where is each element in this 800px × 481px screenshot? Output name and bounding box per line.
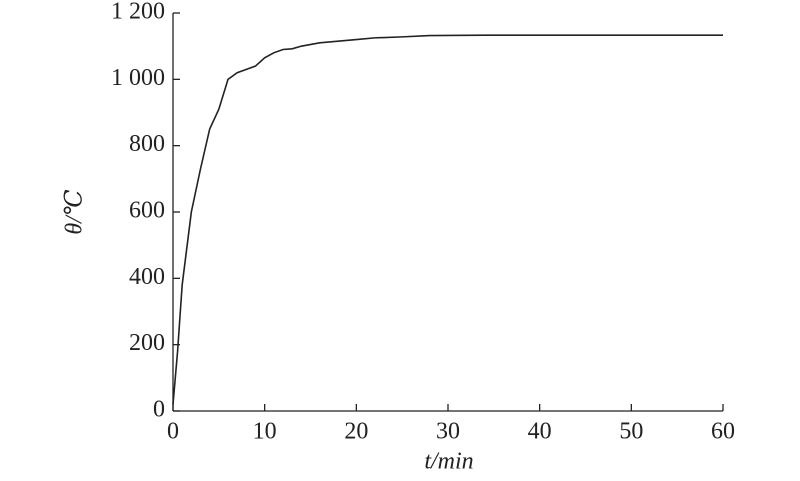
x-tick-label: 60 <box>711 419 735 445</box>
x-tick-label: 50 <box>619 419 643 445</box>
y-tick-label: 600 <box>129 198 165 224</box>
y-tick-label: 1 000 <box>111 65 165 91</box>
y-tick-label: 200 <box>129 330 165 356</box>
y-tick-label: 400 <box>129 264 165 290</box>
y-tick-label: 0 <box>153 397 165 423</box>
y-axis-label: θ/℃ <box>62 189 88 234</box>
x-tick-label: 20 <box>344 419 368 445</box>
x-tick-label: 30 <box>436 419 460 445</box>
y-tick-label: 1 200 <box>111 0 165 25</box>
x-tick-label: 0 <box>167 419 179 445</box>
x-axis-label: t/min <box>424 449 473 475</box>
data-line <box>172 34 723 405</box>
x-tick-label: 10 <box>253 419 277 445</box>
y-tick-label: 800 <box>129 131 165 157</box>
x-tick-label: 40 <box>528 419 552 445</box>
